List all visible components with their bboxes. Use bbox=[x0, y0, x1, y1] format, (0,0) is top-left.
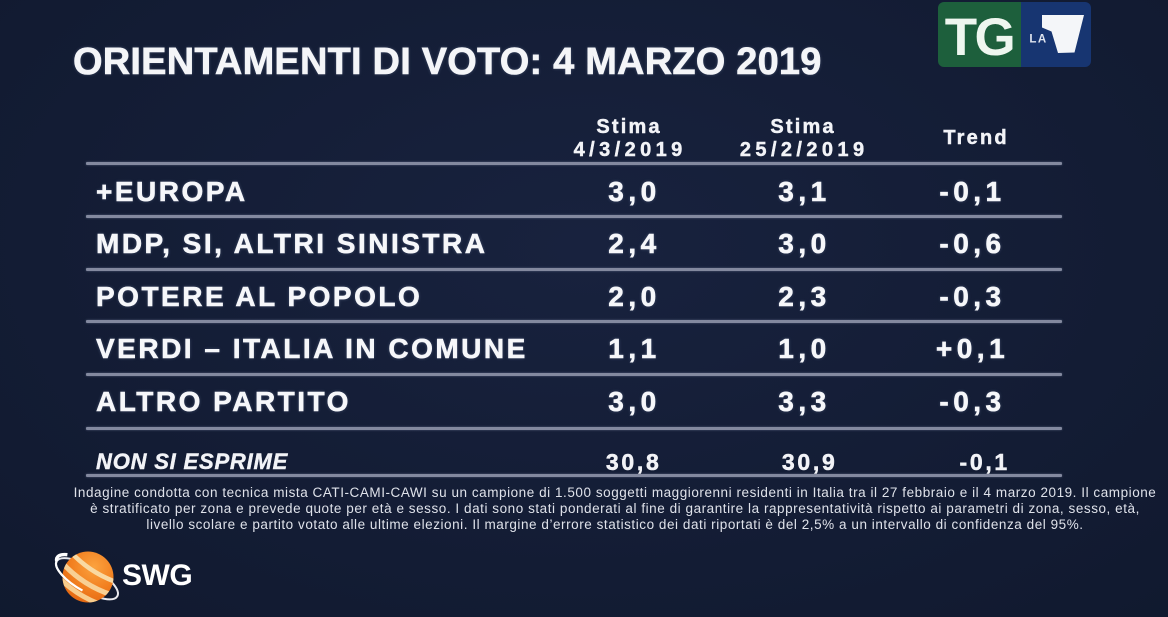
svg-text:TG: TG bbox=[945, 8, 1014, 67]
svg-text:LA: LA bbox=[1029, 34, 1047, 46]
